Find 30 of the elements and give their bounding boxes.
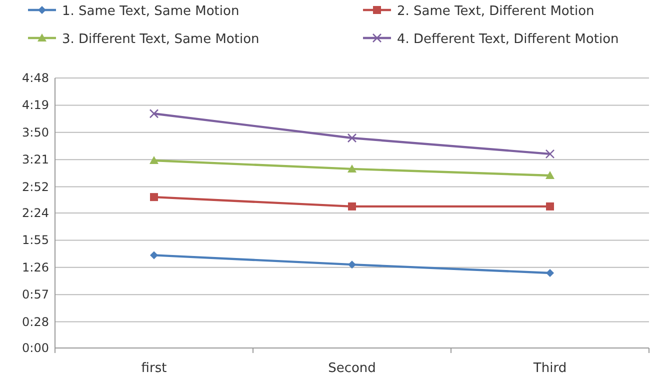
x-tick-label: first [141,361,167,376]
y-tick-label: 0:57 [22,288,49,302]
point [546,202,554,210]
point [347,133,357,143]
y-tick-label: 2:24 [22,206,49,220]
point [348,202,356,210]
y-tick-label: 3:50 [22,125,49,140]
x-tick-label: Third [532,361,567,376]
y-tick-label: 4:19 [22,98,49,112]
y-tick-label: 1:55 [22,233,49,248]
point [150,251,158,260]
point [348,164,356,172]
y-tick-label: 1:26 [22,260,49,274]
legend-label: 3. Different Text, Same Motion [62,32,260,47]
y-tick-label: 3:21 [22,152,49,167]
legend-label: 2. Same Text, Different Motion [397,4,594,19]
x-tick-label: Second [328,361,376,376]
point [348,260,356,269]
point [150,193,158,202]
legend-label: 4. Defferent Text, Different Motion [397,32,619,47]
y-tick-label: 0:00 [22,341,49,355]
legend-label: 1. Same Text, Same Motion [62,4,240,19]
point [545,149,555,159]
point [546,171,554,179]
point [546,269,554,277]
y-tick-label: 0:28 [22,314,49,329]
point [149,108,159,118]
y-tick-label: 2:52 [22,180,49,194]
y-tick-label: 4:48 [22,71,49,85]
point [150,156,158,164]
